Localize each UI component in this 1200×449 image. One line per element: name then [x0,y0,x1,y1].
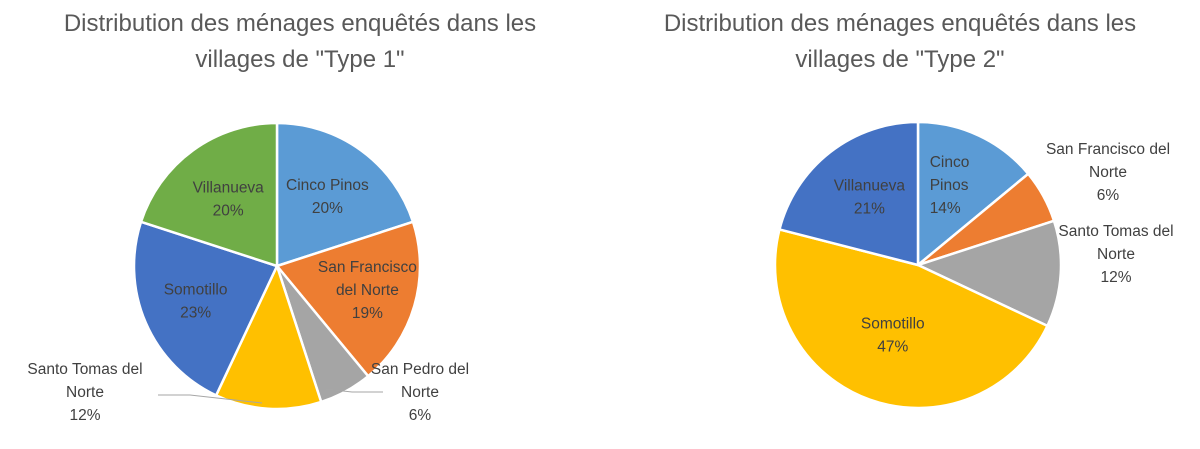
data-label-san-francisco-del-norte: San Francisco del Norte 19% [318,259,417,322]
pie-slices [773,120,1063,410]
leader-line-san-pedro-del-norte [324,388,383,393]
data-label-cinco-pinos: Cinco Pinos 20% [286,177,369,217]
pie-slice-san-francisco-del-norte [275,220,422,378]
data-label-san-pedro-del-norte: San Pedro del Norte 6% [371,361,469,424]
pie-slice-villanueva [778,120,920,267]
pie-slice-cinco-pinos [916,120,1030,267]
data-label-san-francisco-del-norte: San Francisco del Norte 6% [1046,141,1170,204]
chart-title: Distribution des ménages enquêtés dans l… [0,6,600,78]
data-label-somotillo: Somotillo 23% [164,282,228,322]
data-label-villanueva: Villanueva 20% [193,179,265,219]
pie-slice-somotillo [773,228,1049,410]
pie-slice-santo-tomas-del-norte [916,219,1063,328]
pie-plot-area: Cinco Pinos 20% San Francisco del Norte 19% S… [27,121,469,424]
leader-line-santo-tomas-del-norte [158,394,263,404]
pie-labels: Cinco Pinos 14% San Francisco del Norte 6% San… [834,141,1174,356]
chart-title-line-2: villages de "Type 1" [195,46,405,73]
pie-plot-area: Cinco Pinos 14% San Francisco del Norte 6% San… [773,120,1174,410]
pie-chart-type-1: Distribution des ménages enquêtés dans l… [0,6,600,424]
data-label-somotillo: Somotillo 47% [861,316,925,356]
pie-chart-type-2: Distribution des ménages enquêtés dans l… [600,0,1200,449]
data-label-cinco-pinos: Cinco Pinos 14% [930,154,970,217]
pie-slice-villanueva [139,121,279,268]
chart-title-line-2: villages de "Type 2" [795,46,1005,73]
data-label-santo-tomas-del-norte: Santo Tomas del Norte 12% [27,361,142,424]
data-label-santo-tomas-del-norte: Santo Tomas del Norte 12% [1058,223,1173,286]
chart-title-line-1: Distribution des ménages enquêtés dans l… [63,10,537,37]
pie-slice-cinco-pinos [275,121,415,268]
pie-slice-somotillo [132,220,279,397]
data-label-villanueva: Villanueva 21% [834,178,906,218]
chart-title-line-1: Distribution des ménages enquêtés dans l… [663,10,1137,37]
pie-slices [132,121,422,411]
pie-labels: Cinco Pinos 20% San Francisco del Norte 19% S… [27,177,469,424]
pie-slice-santo-tomas-del-norte [214,264,323,411]
chart-title: Distribution des ménages enquêtés dans l… [600,6,1200,78]
